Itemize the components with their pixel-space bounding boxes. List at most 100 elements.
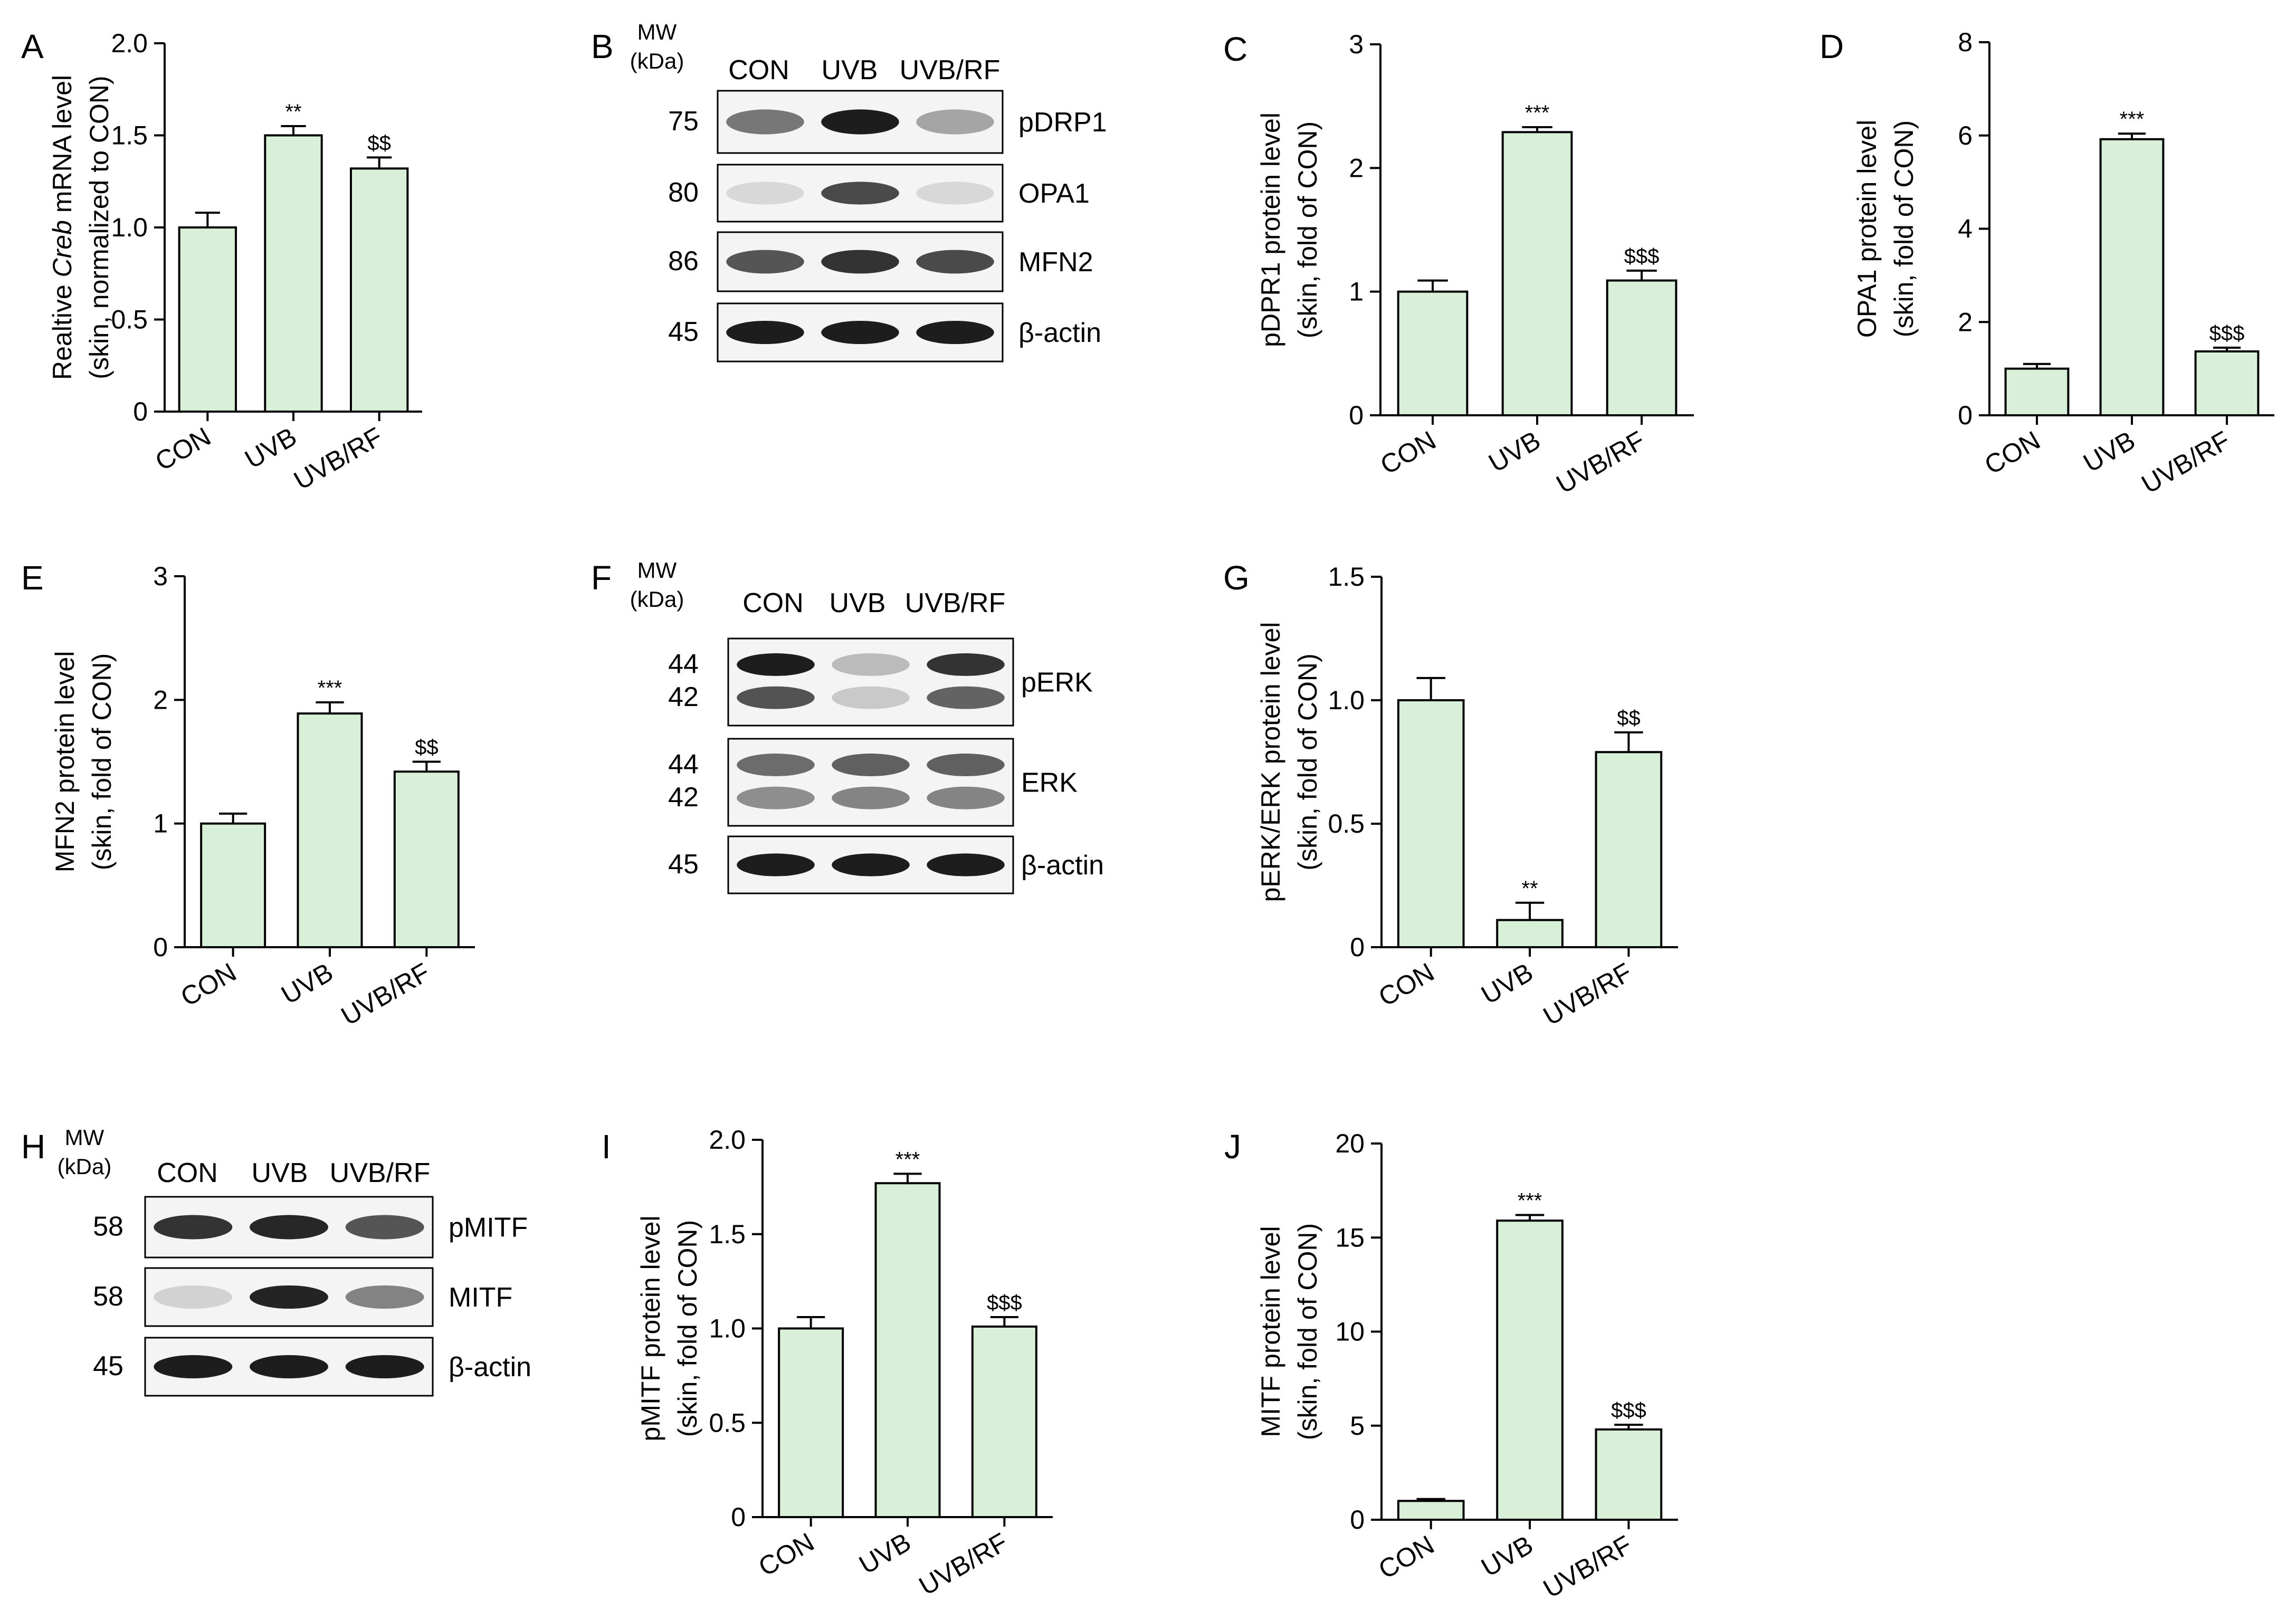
y-axis-title: OPA1 protein level <box>1852 120 1882 338</box>
panel-letter: A <box>21 27 44 65</box>
lane-label: UVB <box>830 588 886 618</box>
significance-label: $$$ <box>2209 322 2245 345</box>
mw-value: 80 <box>668 177 699 208</box>
category-label: UVB/RF <box>914 1527 1013 1601</box>
y-tick-label: 1.5 <box>111 121 148 150</box>
protein-band <box>832 653 910 676</box>
lane-label: UVB/RF <box>900 55 1001 85</box>
category-label: UVB <box>276 957 338 1010</box>
protein-band <box>927 853 1005 876</box>
mw-header: MW <box>65 1125 104 1150</box>
significance-label: *** <box>2120 108 2145 131</box>
protein-band <box>154 1355 233 1378</box>
y-tick-label: 0 <box>1350 932 1365 962</box>
y-tick-label: 8 <box>1958 27 1973 57</box>
category-label: CON <box>1979 425 2045 480</box>
category-label: UVB/RF <box>289 422 387 495</box>
y-tick-label: 0.5 <box>709 1408 746 1437</box>
protein-band <box>737 686 815 709</box>
panel-letter: J <box>1224 1128 1241 1166</box>
y-axis-title-gene: Creb <box>47 220 77 277</box>
bar-uvb-rf <box>971 1325 1037 1519</box>
protein-band <box>927 754 1005 776</box>
protein-band <box>916 321 994 344</box>
protein-band <box>737 786 815 809</box>
y-tick-label: 0.5 <box>111 305 148 335</box>
mw-value: 45 <box>668 849 699 880</box>
protein-band <box>832 754 910 776</box>
protein-label: pERK <box>1021 668 1093 698</box>
significance-label: *** <box>1518 1189 1542 1212</box>
y-tick-label: 1.0 <box>1328 685 1365 715</box>
y-axis-title: MITF protein level <box>1256 1226 1285 1437</box>
protein-band <box>832 853 910 876</box>
protein-band <box>345 1215 424 1240</box>
category-label: CON <box>754 1527 819 1582</box>
protein-label: ERK <box>1021 768 1078 798</box>
y-tick-label: 0.5 <box>1328 809 1365 838</box>
y-axis-title: MFN2 protein level <box>50 651 80 873</box>
bar-con <box>1397 699 1465 948</box>
significance-label: $$ <box>367 131 391 155</box>
protein-band <box>250 1215 328 1240</box>
bar-uvb-rf <box>1595 1428 1663 1521</box>
category-label: UVB <box>2078 425 2140 478</box>
protein-band <box>737 653 815 676</box>
panel-letter: G <box>1223 559 1250 597</box>
y-tick-label: 2 <box>153 685 168 714</box>
category-label: UVB <box>1476 957 1538 1010</box>
y-axis-title-part: Realtive <box>47 277 77 380</box>
bar-uvb-rf <box>1606 279 1678 416</box>
blot-panel-f: F MW(kDa) CON UVB UVB/RFpERK4442ERK4442β-act… <box>591 558 1104 894</box>
mw-value: 44 <box>668 749 699 780</box>
bar-uvb-rf <box>1595 751 1663 949</box>
y-tick-label: 1.5 <box>1328 562 1365 592</box>
y-tick-label: 3 <box>153 561 168 591</box>
bar-uvb <box>1496 1219 1564 1521</box>
bar-con <box>178 226 237 413</box>
mw-value: 75 <box>668 106 699 137</box>
significance-label: *** <box>895 1148 920 1171</box>
protein-band <box>927 653 1005 676</box>
bar-con <box>778 1327 844 1518</box>
chart-panel-c: C 0 1 2 3 CON *** UVB $$$ UVB/RF pDPR1 protein lev… <box>1223 30 1694 499</box>
mw-value: 42 <box>668 782 699 813</box>
category-label: UVB/RF <box>2137 425 2235 499</box>
significance-label: $$$ <box>987 1291 1022 1314</box>
y-axis-title: pDPR1 protein level <box>1256 112 1285 347</box>
protein-band <box>832 786 910 809</box>
y-tick-label: 1.5 <box>709 1219 746 1249</box>
significance-label: *** <box>1525 101 1550 125</box>
panel-letter: C <box>1223 30 1247 68</box>
category-label: UVB <box>240 422 301 474</box>
protein-band <box>916 109 994 135</box>
bar-uvb-rf <box>349 167 409 413</box>
mw-value: 58 <box>93 1212 123 1242</box>
panel-letter: D <box>1819 27 1844 65</box>
mw-value: 45 <box>93 1351 123 1381</box>
protein-band <box>345 1285 424 1309</box>
chart-panel-d: D 0 2 4 6 8 CON *** UVB $$$ UVB/RF OPA1 protein lev… <box>1819 27 2274 499</box>
category-label: UVB/RF <box>1538 1530 1637 1604</box>
significance-label: $$$ <box>1611 1399 1646 1422</box>
y-axis-subtitle: (skin, fold of CON) <box>1293 121 1322 338</box>
mw-header: MW <box>637 558 677 583</box>
category-label: UVB <box>1483 425 1545 478</box>
mw-value: 44 <box>668 649 699 680</box>
significance-label: $$ <box>1617 707 1641 730</box>
blot-strip <box>727 738 1014 827</box>
mw-value: 86 <box>668 246 699 277</box>
y-tick-label: 0 <box>133 397 148 426</box>
y-tick-label: 2 <box>1349 153 1364 183</box>
mw-value: 42 <box>668 682 699 712</box>
y-axis-title: pMITF protein level <box>636 1216 665 1442</box>
protein-band <box>821 321 899 344</box>
y-axis-title: pERK/ERK protein level <box>1256 622 1285 902</box>
protein-band <box>154 1285 233 1309</box>
kda-header: (kDa) <box>58 1154 112 1179</box>
y-axis-subtitle: (skin, fold of CON) <box>1293 1223 1322 1440</box>
category-label: CON <box>176 957 241 1012</box>
bar-con <box>1397 290 1469 417</box>
category-label: UVB/RF <box>1551 425 1650 499</box>
y-axis-title: Realtive Creb mRNA level <box>47 75 77 380</box>
